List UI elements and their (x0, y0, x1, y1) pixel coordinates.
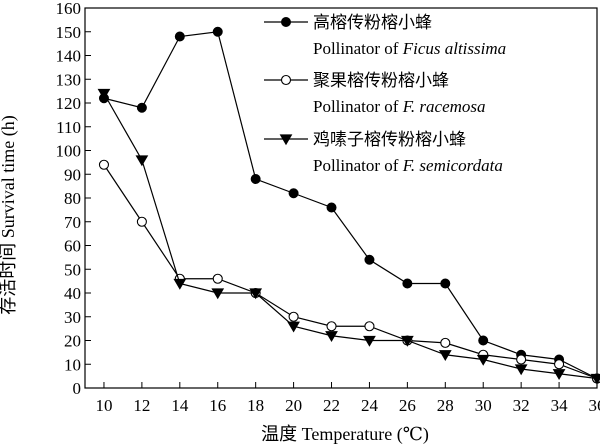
y-tick-label: 120 (56, 94, 82, 113)
series-line (103, 164, 598, 380)
y-tick-label: 20 (64, 332, 81, 351)
legend-entry-2: 聚果榕传粉榕小蜂 Pollinator of F. racemosa (264, 71, 486, 116)
data-point (363, 335, 376, 347)
data-point (249, 288, 263, 300)
y-tick-label: 110 (56, 118, 81, 137)
y-tick-label: 140 (56, 47, 82, 66)
data-point (98, 159, 110, 170)
series-line (103, 31, 598, 380)
legend: 高榕传粉榕小蜂 Pollinator of Ficus altissima 聚果榕传… (264, 13, 506, 175)
x-tick-label: 14 (171, 396, 189, 415)
data-point (364, 254, 375, 265)
y-tick-label: 130 (56, 70, 82, 89)
data-point (516, 354, 527, 365)
legend-label-species: F. racemosa (402, 97, 486, 116)
x-tick-label: 24 (361, 396, 379, 415)
y-tick-label: 40 (64, 284, 81, 303)
data-point (288, 311, 299, 322)
x-tick-label: 28 (437, 396, 454, 415)
y-axis-title: 存活时间 Survival time (h) (0, 115, 19, 314)
ticks: 0 10 20 30 40 50 60 70 80 90 100 110 120 130 140 150 160… (56, 0, 600, 415)
y-tick-label: 10 (64, 355, 81, 374)
x-tick-label: 26 (399, 396, 416, 415)
legend-label-cn: 鸡嗉子榕传粉榕小蜂 (313, 130, 466, 149)
series-layer (97, 26, 600, 385)
legend-label-en: Pollinator of F. semicordata (313, 156, 503, 175)
data-point (135, 155, 149, 167)
data-point (438, 350, 452, 361)
data-point (440, 337, 451, 348)
legend-marker (281, 17, 291, 27)
legend-entry-1: 高榕传粉榕小蜂 Pollinator of Ficus altissima (264, 13, 506, 58)
axes (84, 7, 598, 389)
data-point (174, 31, 185, 42)
y-tick-label: 80 (64, 189, 81, 208)
data-point (402, 278, 413, 289)
data-point (136, 102, 147, 113)
x-tick-label: 36 (589, 396, 600, 415)
data-point (364, 321, 375, 332)
x-tick-label: 18 (247, 396, 264, 415)
y-tick-label: 60 (64, 237, 81, 256)
x-tick-label: 22 (323, 396, 340, 415)
series-2 (98, 159, 600, 384)
data-point (212, 26, 223, 37)
data-point (440, 278, 451, 289)
legend-label-species: Ficus altissima (402, 39, 506, 58)
y-tick-label: 70 (64, 213, 81, 232)
data-point (212, 273, 223, 284)
x-tick-label: 16 (209, 396, 226, 415)
x-axis-title: 温度 Temperature (℃) (261, 424, 429, 445)
legend-marker (279, 134, 293, 146)
legend-marker (280, 74, 292, 86)
data-point (325, 331, 338, 342)
legend-label-prefix: Pollinator of (313, 156, 403, 175)
series-line (103, 93, 598, 380)
series-3 (97, 88, 600, 385)
data-point (136, 216, 147, 227)
data-point (97, 88, 111, 100)
data-point (476, 354, 490, 366)
x-tick-label: 10 (95, 396, 112, 415)
y-tick-label: 50 (64, 260, 81, 279)
data-point (173, 278, 187, 290)
data-point (287, 321, 300, 333)
data-point (288, 188, 299, 199)
data-point (400, 335, 414, 347)
legend-label-en: Pollinator of F. racemosa (313, 97, 486, 116)
data-point (250, 174, 261, 184)
y-tick-label: 90 (64, 165, 81, 184)
legend-label-cn: 高榕传粉榕小蜂 (313, 13, 432, 32)
x-tick-label: 32 (513, 396, 530, 415)
y-tick-label: 100 (56, 142, 82, 161)
data-point (478, 335, 489, 346)
y-tick-label: 160 (56, 0, 82, 18)
data-point (211, 288, 225, 300)
legend-entry-3: 鸡嗉子榕传粉榕小蜂 Pollinator of F. semicordata (264, 130, 503, 175)
x-tick-label: 34 (551, 396, 569, 415)
data-point (326, 202, 337, 213)
data-point (552, 369, 566, 380)
x-tick-label: 20 (285, 396, 302, 415)
data-point (554, 359, 565, 370)
data-point (514, 364, 528, 376)
x-tick-label: 30 (475, 396, 492, 415)
y-tick-label: 30 (64, 308, 81, 327)
legend-label-en: Pollinator of Ficus altissima (313, 39, 506, 58)
y-tick-label: 150 (56, 23, 82, 42)
data-point (326, 321, 337, 332)
legend-label-prefix: Pollinator of (313, 39, 403, 58)
legend-label-prefix: Pollinator of (313, 97, 403, 116)
x-tick-label: 12 (133, 396, 150, 415)
plot-frame (84, 7, 598, 389)
y-tick-label: 0 (73, 379, 82, 398)
legend-label-cn: 聚果榕传粉榕小蜂 (313, 71, 449, 90)
legend-label-species: F. semicordata (402, 156, 503, 175)
